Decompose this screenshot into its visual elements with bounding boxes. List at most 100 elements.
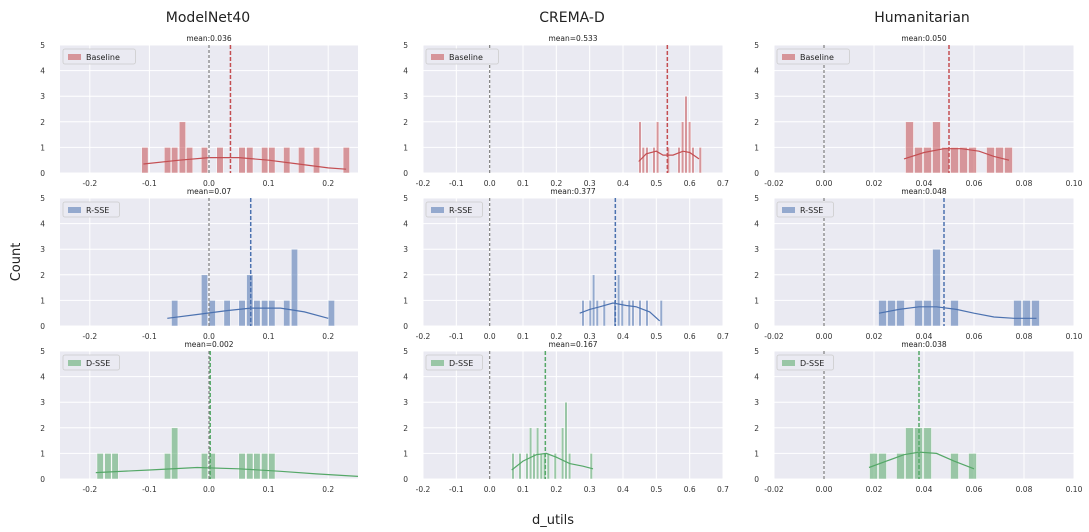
kde-curve xyxy=(868,451,975,470)
histogram-bar xyxy=(914,147,923,174)
histogram-bar xyxy=(283,147,291,174)
x-tick-label: 0.2 xyxy=(322,332,334,341)
legend-box xyxy=(425,201,483,218)
histogram-bar xyxy=(553,453,557,480)
y-tick-label: 1 xyxy=(754,296,759,305)
legend-box xyxy=(62,354,120,371)
histogram-bar xyxy=(246,147,254,174)
y-tick-label: 2 xyxy=(40,118,45,127)
histogram-bar xyxy=(511,453,515,480)
y-tick-label: 4 xyxy=(754,67,759,76)
histogram-bar xyxy=(201,274,208,327)
panel-crema-d-r-sse: 0 1 2 3 4 5 -0.2 -0.1 0.0 0.1 0.2 0.3 0.4 0.5 0.6 0.7 me… xyxy=(403,187,729,341)
legend-box xyxy=(776,48,850,65)
y-tick-label: 4 xyxy=(40,220,45,229)
x-tick-label: 0.2 xyxy=(550,179,562,188)
mean-label: mean:0.038 xyxy=(901,340,946,349)
x-tick-label: 0.7 xyxy=(717,179,729,188)
histogram-bar xyxy=(617,274,621,327)
y-tick-label: 0 xyxy=(40,169,45,178)
histogram-bar xyxy=(246,453,254,480)
histogram-bar xyxy=(283,300,291,327)
histogram-bar xyxy=(164,453,172,480)
histogram-bar xyxy=(581,300,585,327)
y-tick-label: 2 xyxy=(403,424,408,433)
y-tick-label: 5 xyxy=(754,41,759,50)
histogram-bar xyxy=(532,453,536,480)
legend-swatch xyxy=(68,207,81,213)
x-tick-label: 0.06 xyxy=(966,332,983,341)
x-tick-label: -0.1 xyxy=(449,179,464,188)
x-tick-label: 0.4 xyxy=(617,485,629,494)
histogram-bar xyxy=(261,300,269,327)
y-tick-label: 3 xyxy=(754,398,759,407)
column-title-humanitarian: Humanitarian xyxy=(874,10,970,26)
legend-label: Baseline xyxy=(449,53,483,62)
y-tick-label: 2 xyxy=(754,271,759,280)
x-tick-label: 0.2 xyxy=(322,179,334,188)
y-tick-label: 1 xyxy=(40,143,45,152)
y-tick-label: 3 xyxy=(403,398,408,407)
kde-curve xyxy=(511,452,594,471)
histogram-bar xyxy=(698,147,702,174)
histogram-bar xyxy=(539,453,543,480)
histogram-bar xyxy=(164,147,172,174)
histogram-bar xyxy=(878,300,887,327)
y-tick-label: 2 xyxy=(40,424,45,433)
kde-curve xyxy=(143,157,347,170)
y-tick-label: 4 xyxy=(403,67,408,76)
y-tick-label: 3 xyxy=(754,245,759,254)
x-tick-label: 0.08 xyxy=(1016,179,1033,188)
x-tick-label: 0.0 xyxy=(484,485,496,494)
x-tick-label: 0.10 xyxy=(1066,332,1083,341)
kde-curve xyxy=(579,302,661,322)
histogram-bar xyxy=(253,453,261,480)
legend: D-SSE xyxy=(62,354,120,371)
histogram-bar xyxy=(620,300,624,327)
y-tick-label: 0 xyxy=(40,475,45,484)
histogram-bar xyxy=(896,453,905,480)
x-tick-label: 0.1 xyxy=(263,485,275,494)
histogram-bar xyxy=(914,300,923,327)
y-tick-label: 5 xyxy=(40,194,45,203)
plot-area xyxy=(423,351,723,479)
legend-box xyxy=(776,201,834,218)
x-tick-label: -0.1 xyxy=(142,179,157,188)
histogram-bar xyxy=(253,300,261,327)
y-tick-label: 4 xyxy=(40,67,45,76)
panel-modelnet40-d-sse: 0 1 2 3 4 5 -0.2 -0.1 0.0 0.1 0.2 mean=0.002 D-SSE xyxy=(40,340,359,494)
histogram-bar xyxy=(645,300,649,327)
y-tick-label: 5 xyxy=(754,194,759,203)
legend-label: R-SSE xyxy=(449,206,472,215)
histogram-bar xyxy=(178,121,186,174)
plot-area xyxy=(423,45,723,173)
legend-swatch xyxy=(68,360,81,366)
legend-swatch xyxy=(782,207,795,213)
histogram-bar xyxy=(887,300,896,327)
histogram-bar xyxy=(659,300,663,327)
x-tick-label: -0.02 xyxy=(764,485,784,494)
kde-curve xyxy=(95,466,359,477)
legend: D-SSE xyxy=(425,354,483,371)
y-tick-label: 3 xyxy=(40,92,45,101)
y-tick-label: 2 xyxy=(40,271,45,280)
legend-label: Baseline xyxy=(86,53,120,62)
x-tick-label: 0.1 xyxy=(517,485,529,494)
x-tick-label: 0.7 xyxy=(717,485,729,494)
histogram-bar xyxy=(141,147,149,174)
x-tick-label: 0.0 xyxy=(203,485,215,494)
x-tick-label: 0.00 xyxy=(816,332,833,341)
histogram-bar xyxy=(923,300,932,327)
y-tick-label: 5 xyxy=(403,347,408,356)
panel-crema-d-baseline: 0 1 2 3 4 5 -0.2 -0.1 0.0 0.1 0.2 0.3 0.4 0.5 0.6 0.7 me… xyxy=(403,34,729,188)
histogram-bar xyxy=(905,121,914,174)
x-tick-label: -0.2 xyxy=(82,332,97,341)
x-tick-label: -0.2 xyxy=(416,485,431,494)
x-tick-label: 0.04 xyxy=(916,332,933,341)
y-tick-label: 1 xyxy=(754,143,759,152)
y-axis-label: Count xyxy=(9,243,24,282)
histogram-bar xyxy=(268,453,276,480)
histogram-bar xyxy=(342,147,350,174)
x-axis-label: d_utils xyxy=(532,513,574,528)
